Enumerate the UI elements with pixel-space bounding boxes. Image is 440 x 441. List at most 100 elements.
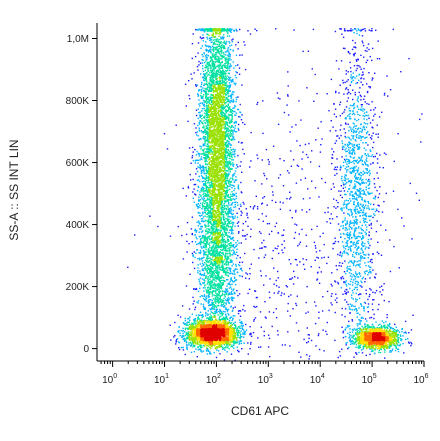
data-point <box>203 117 205 119</box>
data-point <box>245 329 248 331</box>
data-point <box>205 109 207 111</box>
data-point <box>206 228 208 230</box>
data-point <box>379 323 381 326</box>
data-point <box>224 157 226 159</box>
data-point <box>229 28 231 30</box>
data-point <box>344 167 346 170</box>
data-point <box>268 163 270 165</box>
data-point <box>205 56 207 58</box>
data-point <box>227 180 230 182</box>
data-point <box>256 29 258 32</box>
data-point <box>238 293 241 295</box>
data-point <box>365 126 368 128</box>
data-point <box>228 160 230 162</box>
data-point <box>224 82 226 84</box>
data-point <box>238 141 240 143</box>
data-point <box>373 317 375 320</box>
data-point <box>361 352 364 354</box>
data-point <box>207 86 209 89</box>
data-point <box>398 331 401 333</box>
data-point <box>224 181 226 183</box>
data-point <box>230 100 232 102</box>
data-point <box>351 113 354 115</box>
data-point <box>358 235 360 238</box>
data-point <box>371 30 373 32</box>
data-point <box>196 190 199 192</box>
data-point <box>202 212 204 215</box>
data-point <box>232 222 235 224</box>
data-point <box>240 336 242 338</box>
data-point <box>344 117 346 120</box>
data-point <box>361 241 364 243</box>
data-point <box>227 86 229 88</box>
data-point <box>355 222 357 224</box>
data-point <box>234 179 237 181</box>
data-point <box>340 278 343 280</box>
data-point <box>347 291 349 293</box>
data-point <box>356 106 359 108</box>
data-point <box>297 330 300 332</box>
data-point <box>206 101 209 103</box>
data-point <box>260 326 262 328</box>
data-point <box>188 243 190 245</box>
data-point <box>219 286 221 289</box>
data-point <box>342 145 344 147</box>
data-point <box>363 147 365 149</box>
data-point <box>196 221 198 223</box>
data-point <box>363 192 365 194</box>
data-point <box>353 275 356 277</box>
data-point <box>226 160 229 163</box>
data-point <box>370 238 372 240</box>
data-point <box>231 344 233 346</box>
data-point <box>356 249 358 251</box>
data-point <box>364 231 366 233</box>
data-point <box>210 57 212 59</box>
data-point <box>216 248 218 251</box>
data-point <box>344 177 346 179</box>
data-point <box>367 238 370 241</box>
data-point <box>211 89 213 91</box>
data-point <box>366 118 368 121</box>
data-point <box>317 257 320 259</box>
data-point <box>200 175 203 177</box>
data-point <box>377 40 379 42</box>
data-point <box>349 161 351 163</box>
data-point <box>175 343 177 345</box>
data-point <box>200 47 202 49</box>
data-point <box>339 194 342 196</box>
data-point <box>237 186 239 188</box>
data-point <box>368 171 370 173</box>
data-point <box>340 124 342 126</box>
data-point <box>360 209 363 211</box>
data-point <box>201 218 204 220</box>
data-point <box>210 223 212 225</box>
data-point <box>240 322 243 324</box>
data-point <box>366 171 368 174</box>
data-point <box>361 197 363 199</box>
data-point <box>230 111 232 114</box>
data-point <box>195 85 197 87</box>
data-point <box>240 327 242 330</box>
data-point <box>351 236 353 239</box>
data-point <box>368 272 370 274</box>
data-point <box>221 37 223 39</box>
data-point <box>362 84 364 86</box>
data-point <box>238 310 241 312</box>
data-point <box>192 159 195 162</box>
data-point <box>224 313 227 315</box>
data-point <box>353 113 356 116</box>
data-point <box>227 64 229 67</box>
data-point <box>209 206 211 208</box>
data-point <box>212 312 215 315</box>
data-point <box>228 179 231 181</box>
data-point <box>295 211 297 213</box>
data-point <box>202 282 204 284</box>
data-point <box>263 196 266 198</box>
data-point <box>232 307 234 309</box>
data-point <box>187 186 189 188</box>
data-point <box>362 114 364 117</box>
data-point <box>336 135 338 137</box>
data-point <box>208 63 210 65</box>
data-point <box>198 278 200 281</box>
data-point <box>221 79 223 81</box>
